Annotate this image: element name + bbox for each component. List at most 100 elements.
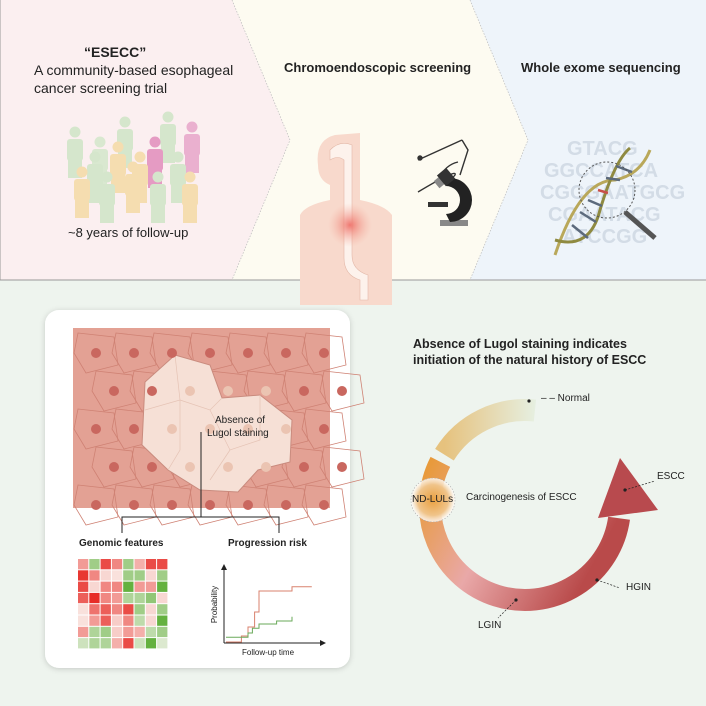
dna-letter-row: GGCCATCA [544, 160, 658, 182]
heatmap-cell [157, 638, 168, 649]
heatmap-cell [157, 559, 168, 570]
heatmap-cell [145, 604, 157, 615]
cell-nucleus [147, 462, 157, 472]
heatmap-cell [100, 570, 111, 581]
heatmap-cell [78, 615, 89, 626]
cell-nucleus [319, 500, 329, 510]
heatmap-cell [78, 638, 89, 649]
person-icon [110, 141, 126, 193]
heatmap-cell [111, 581, 123, 592]
cell-nucleus [337, 462, 347, 472]
cell-nucleus [91, 424, 101, 434]
right-title-2: initiation of the natural history of ESC… [413, 353, 647, 367]
person-icon [74, 166, 90, 218]
nd-lul-highlight [410, 477, 456, 523]
heatmap-cell [134, 615, 145, 626]
cell-nucleus [261, 462, 271, 472]
heatmap-cell [111, 559, 123, 570]
heatmap-cell [134, 604, 145, 615]
heatmap-cell [89, 570, 100, 581]
genomic-title: Genomic features [79, 538, 164, 549]
heatmap-cell [123, 615, 134, 626]
cell-nucleus [147, 386, 157, 396]
heatmap-cell [89, 626, 100, 638]
person-icon [125, 161, 141, 213]
cell-nucleus [337, 386, 347, 396]
cell-nucleus [319, 348, 329, 358]
heatmap-cell [123, 604, 134, 615]
panel-esecc [0, 0, 290, 280]
person-icon [150, 171, 166, 223]
cell-nucleus [281, 424, 291, 434]
stage-lgin: LGIN [478, 620, 502, 631]
heatmap-cell [100, 638, 111, 649]
heatmap-cell [157, 615, 168, 626]
heatmap-cell [123, 626, 134, 638]
person-icon [99, 171, 115, 223]
heatmap-cell [157, 570, 168, 581]
cell-nucleus [243, 500, 253, 510]
heatmap-cell [78, 604, 89, 615]
cell-nucleus [109, 386, 119, 396]
cell-nucleus [167, 424, 177, 434]
heatmap-cell [78, 559, 89, 570]
right-title-1: Absence of Lugol staining indicates [413, 337, 627, 351]
heatmap-cell [123, 638, 134, 649]
esecc-desc-2: cancer screening trial [34, 80, 168, 96]
heatmap-cell [134, 581, 145, 592]
heatmap-cell [123, 570, 134, 581]
heatmap-cell [100, 615, 111, 626]
heatmap-cell [145, 592, 157, 604]
heatmap-cell [134, 626, 145, 638]
cell-nucleus [205, 500, 215, 510]
heatmap-cell [111, 615, 123, 626]
heatmap-cell [89, 638, 100, 649]
crowd-illustration [67, 111, 200, 223]
dna-letter-row: CGCGAATGCG [540, 182, 685, 204]
person-icon [184, 121, 200, 173]
heatmap-cell [145, 581, 157, 592]
cell-nucleus [299, 462, 309, 472]
heatmap-cell [134, 592, 145, 604]
dna-letter-row: CGAATACG [548, 204, 661, 226]
dna-letter-row: ATCCGG [562, 226, 647, 248]
stage-normal: – – Normal [541, 393, 590, 404]
heatmap-cell [157, 626, 168, 638]
heatmap-cell [111, 626, 123, 638]
panel-wes [470, 0, 706, 280]
heatmap-cell [123, 581, 134, 592]
heatmap-cell [145, 570, 157, 581]
heatmap-cell [157, 592, 168, 604]
person-icon [170, 151, 186, 203]
stage-escc: ESCC [657, 471, 685, 482]
cell-nucleus [91, 500, 101, 510]
progression-risk-plot [221, 564, 326, 646]
microscope-icon [428, 167, 472, 226]
cell-nucleus [281, 348, 291, 358]
risk-ylabel: Probability [210, 585, 220, 624]
cell-nucleus [109, 462, 119, 472]
carcinogenesis-cycle [410, 399, 658, 619]
heatmap-cell [100, 592, 111, 604]
heatmap-cell [123, 559, 134, 570]
heatmap-cell [134, 638, 145, 649]
cell-nucleus [129, 424, 139, 434]
cell-nucleus [205, 424, 215, 434]
heatmap-cell [157, 581, 168, 592]
genomic-heatmap [78, 559, 168, 649]
person-icon [87, 151, 103, 203]
cell-nucleus [167, 500, 177, 510]
cell-nucleus [261, 386, 271, 396]
heatmap-cell [100, 559, 111, 570]
heatmap-cell [145, 638, 157, 649]
cell-nucleus [185, 462, 195, 472]
stage-ndlul: ND-LULs [412, 494, 454, 505]
heatmap-cell [145, 615, 157, 626]
stage-hgin: HGIN [626, 582, 651, 593]
dna-letter-row: GTACG [567, 138, 638, 160]
heatmap-cell [78, 581, 89, 592]
heatmap-cell [123, 592, 134, 604]
heatmap-cell [111, 592, 123, 604]
risk-title: Progression risk [228, 538, 307, 549]
